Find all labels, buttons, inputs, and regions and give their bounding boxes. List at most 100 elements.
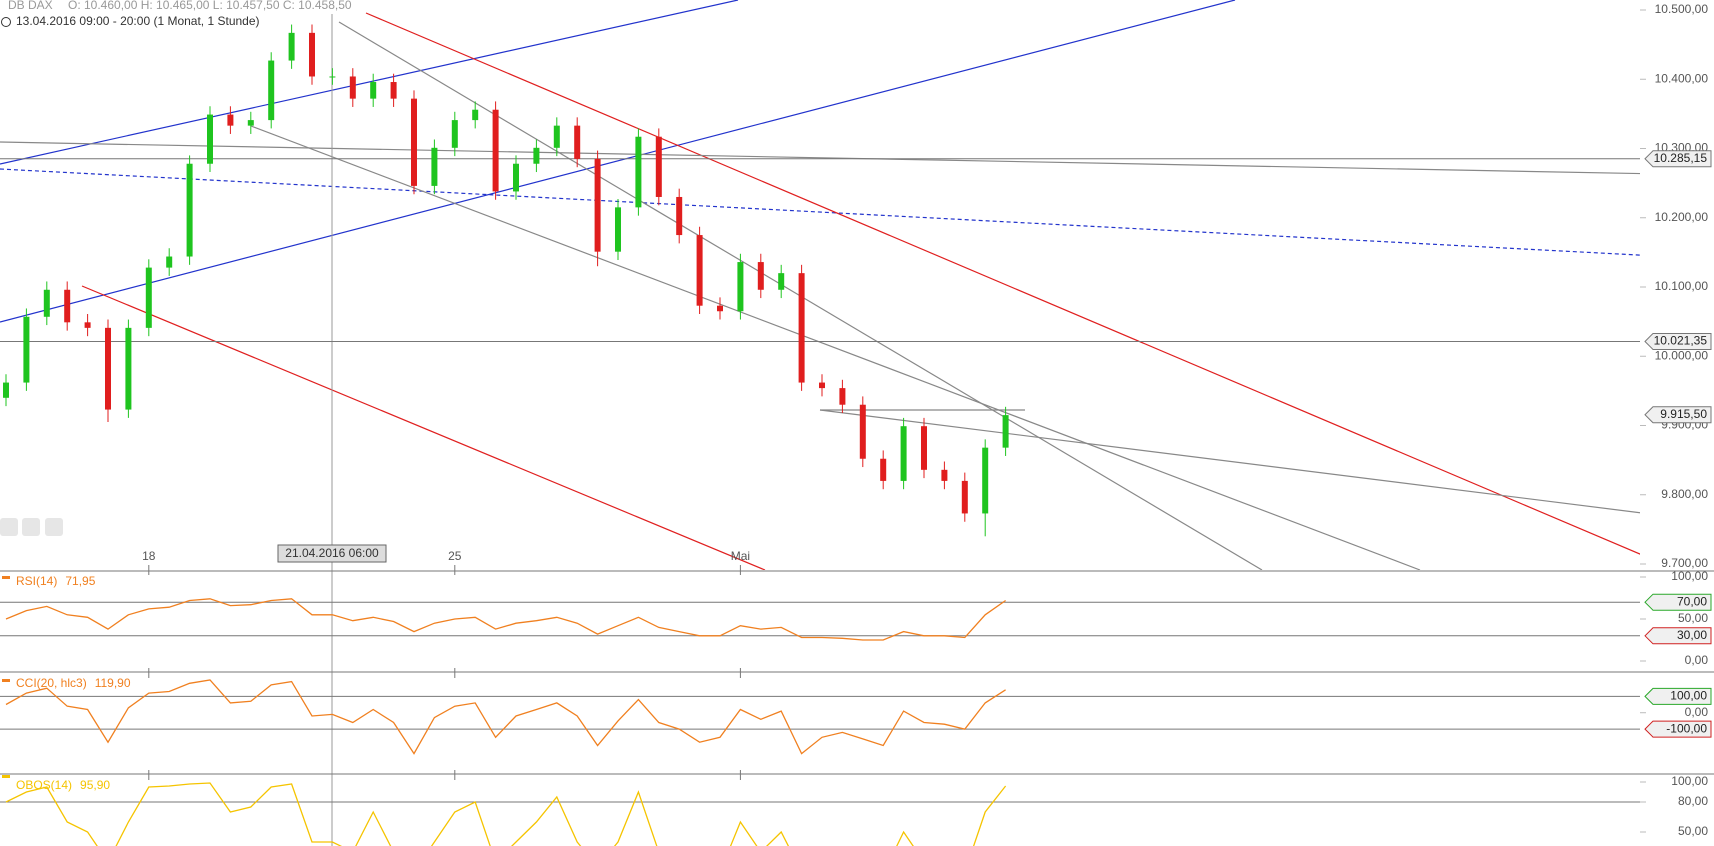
candle-body <box>349 76 356 99</box>
price-tag <box>1644 687 1712 705</box>
legend-swatch <box>2 775 10 778</box>
indicator-line <box>5 782 1007 846</box>
candle-body <box>737 262 744 312</box>
price-tag <box>1644 332 1712 350</box>
y-tick-label: 10.200,00 <box>1655 210 1709 224</box>
candle-body <box>533 147 540 164</box>
price-tag-label: 10.285,15 <box>1654 151 1708 165</box>
candle-body <box>574 125 581 159</box>
instrument: DB DAX <box>8 0 53 12</box>
toolbar <box>0 518 63 536</box>
indicator-line <box>5 679 1006 755</box>
price-tag-label: -100,00 <box>1666 721 1707 735</box>
candle-body <box>676 196 683 236</box>
candle-body <box>798 273 805 383</box>
candle-body <box>635 136 642 208</box>
trend-line <box>250 125 1421 570</box>
candle-body <box>717 305 723 312</box>
price-tag-label: 30,00 <box>1677 628 1707 642</box>
panel <box>0 24 1640 537</box>
candle-body <box>105 327 111 410</box>
indicator-value: 71,95 <box>65 574 95 588</box>
panel <box>0 598 1640 641</box>
candle-body <box>615 207 621 252</box>
y-tick-label: 50,00 <box>1678 611 1708 625</box>
candle-body <box>553 125 560 148</box>
legend-swatch <box>2 679 10 682</box>
trend-line <box>0 0 739 165</box>
ohlc: O: 10.460,00 H: 10.465,00 L: 10.457,50 C… <box>68 0 352 12</box>
y-tick-label: 0,00 <box>1685 705 1709 719</box>
clock-icon <box>1 17 11 27</box>
candle-body <box>594 158 601 252</box>
indicator-name: RSI(14) <box>16 574 57 588</box>
y-tick-label: 9.700,00 <box>1661 556 1708 570</box>
indicator-name: OBOS(14) <box>16 778 72 792</box>
candle-body <box>900 426 907 481</box>
candle-body <box>839 388 846 405</box>
trend-line <box>365 12 1640 555</box>
candle-body <box>880 458 887 481</box>
tool-button[interactable] <box>45 518 63 536</box>
x-tick-label: 18 <box>142 549 156 563</box>
y-tick-label: 50,00 <box>1678 824 1708 838</box>
candle-body <box>390 82 397 99</box>
candle-body <box>268 60 275 121</box>
candle-body <box>84 322 91 328</box>
candle-body <box>982 447 989 514</box>
candle-body <box>921 426 927 470</box>
candle-body <box>819 382 825 389</box>
trend-line <box>0 168 1640 256</box>
range: 13.04.2016 09:00 - 20:00 (1 Monat, 1 Stu… <box>16 14 260 28</box>
indicator-line <box>5 598 1006 641</box>
y-tick-label: 0,00 <box>1685 653 1709 667</box>
candle-body <box>288 32 295 61</box>
candle-body <box>696 235 703 306</box>
candle-body <box>166 256 173 268</box>
price-axis: 100,00 80,00 50,00 <box>1640 774 1708 838</box>
price-tag-label: 10.021,35 <box>1654 334 1708 348</box>
panel <box>0 679 1640 755</box>
candle-body <box>64 289 71 323</box>
candle-body <box>941 469 948 481</box>
y-tick-label: 100,00 <box>1671 774 1708 788</box>
candle-body <box>961 480 968 514</box>
price-tag <box>1644 150 1712 168</box>
separators <box>0 570 1714 775</box>
price-tag <box>1644 406 1712 424</box>
candle-body <box>227 114 234 126</box>
candle-body <box>492 109 499 192</box>
y-tick-label: 10.500,00 <box>1655 2 1709 16</box>
crosshair-label: 21.04.2016 06:00 <box>285 546 379 560</box>
candle-body <box>859 404 866 459</box>
candle-body <box>513 163 519 192</box>
candle-body <box>247 120 254 126</box>
trend-line <box>81 285 766 570</box>
candle-body <box>43 289 50 317</box>
candle-body <box>207 114 213 164</box>
price-axis: 100,00 50,00 0,00 70,00 30,00 <box>1640 569 1712 667</box>
x-tick-label: Mai <box>731 549 750 563</box>
price-tag-label: 70,00 <box>1677 594 1707 608</box>
candle-body <box>145 267 152 328</box>
y-tick-label: 100,00 <box>1671 569 1708 583</box>
candle-body <box>329 76 336 78</box>
crosshair-box <box>277 544 387 563</box>
price-tag-label: 100,00 <box>1670 689 1707 703</box>
tool-button[interactable] <box>22 518 40 536</box>
candle-body <box>186 163 193 257</box>
price-axis: 0,00 100,00 -100,00 <box>1640 687 1712 738</box>
tool-button[interactable] <box>0 518 18 536</box>
indicator-value: 119,90 <box>95 676 131 690</box>
candle-body <box>411 98 417 186</box>
candle-body <box>3 382 9 398</box>
y-tick-label: 9.800,00 <box>1661 487 1708 501</box>
indicator-value: 95,90 <box>80 778 110 792</box>
y-tick-label: 10.400,00 <box>1655 71 1709 85</box>
candle-body <box>125 327 132 410</box>
panel <box>0 782 1640 846</box>
trend-lines <box>0 0 1640 570</box>
candle-body <box>431 147 438 186</box>
price-tag <box>1644 627 1712 645</box>
